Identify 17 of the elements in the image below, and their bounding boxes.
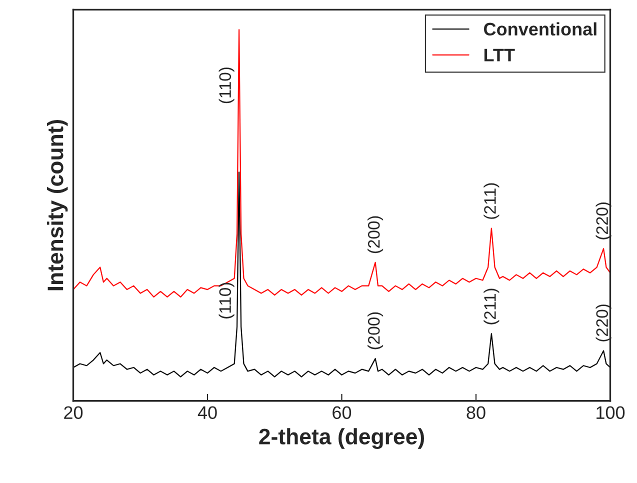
annotation: (211) — [484, 183, 500, 219]
annotation: (200) — [368, 312, 384, 350]
annotation: (110) — [218, 68, 234, 104]
annotation: (200) — [368, 216, 384, 254]
y-axis-title: Intensity (count) — [46, 120, 68, 290]
x-axis-title: 2-theta (degree) — [259, 428, 424, 449]
x-tick-label: 60 — [332, 406, 352, 420]
x-tick-label: 20 — [64, 406, 83, 420]
annotation: (110) — [218, 282, 234, 318]
annotation: (220) — [596, 304, 612, 342]
x-tick-label: 40 — [198, 406, 217, 420]
x-tick-label: 100 — [596, 406, 625, 420]
x-tick-label: 80 — [466, 406, 486, 420]
legend-label: Conventional — [484, 22, 596, 36]
annotation: (211) — [484, 288, 500, 324]
annotation: (220) — [596, 202, 612, 240]
legend-label: LTT — [484, 48, 515, 62]
